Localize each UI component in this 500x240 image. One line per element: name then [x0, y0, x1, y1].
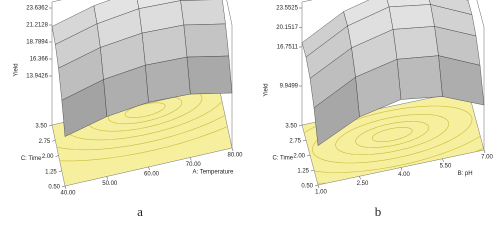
x-tick [483, 149, 486, 154]
y-tick [306, 154, 311, 157]
box-edge [301, 0, 485, 28]
surface-cell [180, 0, 226, 26]
y-tick-label: 2.75 [289, 139, 301, 145]
z-tick-label: 16.7511 [277, 45, 299, 51]
x-tick [359, 176, 361, 180]
y-tick-label: 2.00 [42, 154, 54, 160]
z-tick-label: 20.1517 [276, 25, 298, 31]
z-axis-label: Yield [264, 83, 270, 96]
surface-cell [61, 79, 108, 137]
x-tick-label: 2.50 [357, 181, 369, 187]
surface-cell [313, 76, 360, 147]
y-tick-label: 2.75 [39, 139, 51, 145]
x-tick-label: 7.00 [481, 155, 493, 161]
x-tick [190, 157, 192, 161]
y-tick [298, 124, 303, 127]
contour-line [52, 87, 232, 151]
y-tick [61, 185, 66, 188]
x-tick-label: 5.50 [440, 163, 452, 169]
x-tick [106, 176, 108, 180]
y-axis-label: C: Time [21, 156, 42, 162]
y-tick-label: 3.50 [285, 124, 297, 130]
y-tick [302, 139, 307, 142]
surface-cell [388, 4, 435, 30]
x-tick [317, 184, 320, 189]
y-tick [55, 155, 59, 157]
x-tick [442, 158, 444, 162]
contour-line [335, 114, 450, 155]
z-tick-label: 23.5525 [276, 6, 298, 12]
contour-line [52, 87, 232, 162]
x-axis-label: B: pH [458, 171, 473, 177]
contour-line [311, 105, 473, 164]
y-tick-label: 1.25 [45, 169, 57, 175]
box-edge [51, 0, 233, 26]
contour-line [371, 127, 413, 142]
y-tick-label: 1.25 [297, 169, 309, 175]
y-tick-label: 2.00 [293, 154, 305, 160]
x-tick [231, 147, 234, 152]
z-tick-label: 16.366 [30, 57, 49, 63]
x-tick-label: 50.00 [102, 181, 118, 187]
y-tick [48, 124, 53, 127]
z-tick-label: 13.9426 [26, 74, 48, 80]
x-tick-label: 1.00 [315, 190, 327, 196]
z-tick-label: 9.9499 [280, 84, 299, 90]
x-tick [148, 166, 150, 171]
x-tick-label: 40.00 [60, 191, 76, 197]
z-axis-label: Yield [14, 63, 20, 76]
z-tick-label: 21.2128 [26, 23, 48, 29]
x-tick [400, 167, 403, 171]
surface-cell [392, 26, 439, 60]
x-tick [64, 185, 67, 190]
surface-cell [183, 23, 230, 58]
x-tick-label: 60.00 [144, 172, 160, 178]
y-tick-label: 0.50 [48, 185, 60, 191]
surface-cell [396, 55, 443, 100]
y-tick-label: 0.50 [301, 184, 313, 190]
caption: b [375, 204, 382, 219]
x-tick-label: 80.00 [227, 153, 243, 159]
y-tick [310, 169, 315, 172]
surface-cell [145, 56, 191, 103]
x-axis-label: A: Temperature [192, 169, 234, 175]
contour-line [124, 102, 166, 118]
caption: a [137, 204, 143, 219]
x-tick-label: 70.00 [186, 162, 202, 168]
figure: 13.9426 16.366 18.7894 21.2128 23.6362 40.00 5… [14, 0, 493, 219]
x-tick-label: 4.00 [398, 172, 410, 178]
z-tick-label: 23.6362 [26, 6, 48, 12]
y-tick [58, 170, 62, 172]
y-axis-label: C: Time [272, 156, 293, 162]
y-tick-label: 3.50 [35, 124, 47, 130]
z-tick-label: 18.7894 [26, 40, 48, 46]
contour-line [355, 121, 430, 148]
surface-cell [186, 55, 233, 95]
y-tick [52, 140, 56, 142]
y-tick [314, 184, 319, 187]
